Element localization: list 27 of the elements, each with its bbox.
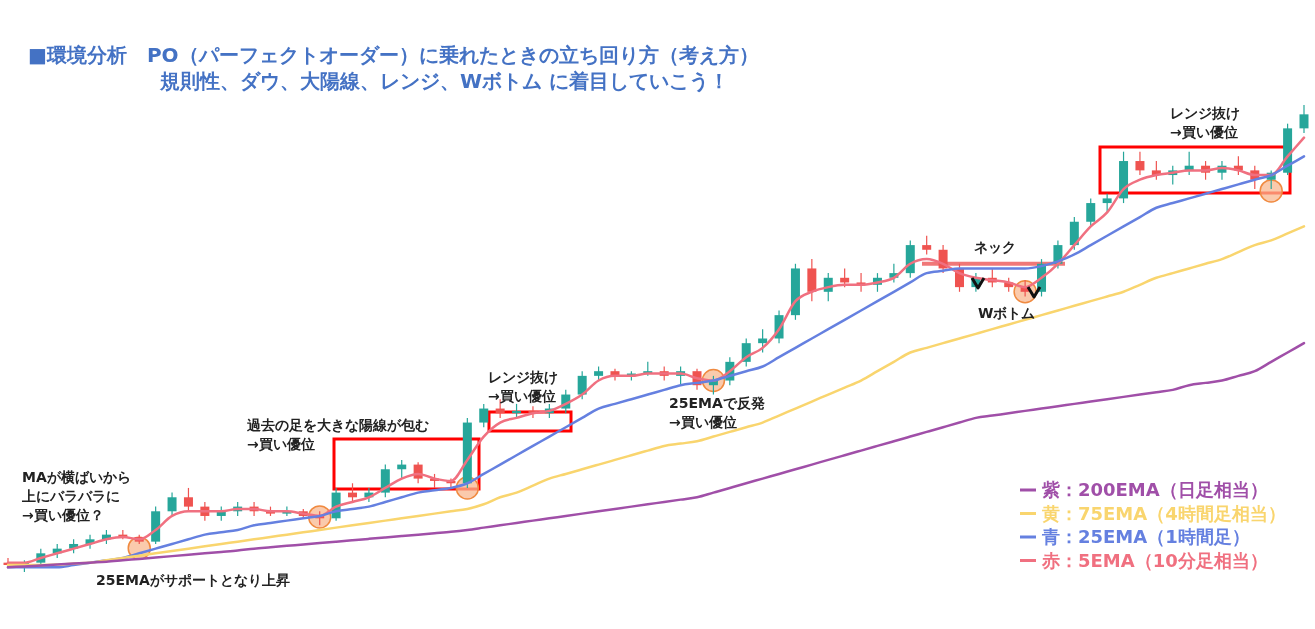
annotation: 25EMAがサポートとなり上昇 (96, 572, 290, 588)
candlestick (1102, 193, 1112, 214)
annotation: MAが横ばいから上にバラバラに→買い優位？ (21, 469, 131, 523)
ref-line-label: ネック (973, 238, 1016, 255)
chart-subtitle: 規則性、ダウ、大陽線、レンジ、Wボトム に着目していこう！ (159, 69, 730, 93)
annotation: 過去の足を大きな陽線が包む→買い優位 (246, 417, 429, 452)
candlestick (1069, 216, 1079, 251)
candlestick (380, 463, 390, 498)
legend-label: 赤：5EMA（10分足相当） (1041, 549, 1268, 571)
candlestick (1086, 197, 1096, 228)
legend-label: 黄：75EMA（4時間足相当） (1041, 502, 1286, 524)
annotation: レンジ抜け→買い優位 (488, 369, 558, 404)
legend-label: 青：25EMA（1時間足） (1041, 526, 1250, 547)
annotation: レンジ抜け→買い優位 (1170, 105, 1240, 140)
candlestick (807, 258, 817, 302)
candlestick (1135, 151, 1145, 176)
chart-title: ■環境分析 PO（パーフェクトオーダー）に乗れたときの立ち回り方（考え方） (28, 43, 759, 67)
annotation: Wボトム (978, 305, 1036, 321)
candlestick (922, 235, 932, 256)
candlestick (479, 403, 489, 428)
candlestick (577, 370, 587, 400)
point (1259, 179, 1283, 203)
candlestick (1299, 104, 1309, 134)
candlestick (167, 492, 177, 517)
legend-label: 紫：200EMA（日足相当） (1041, 479, 1268, 500)
candlestick (183, 487, 193, 512)
annotation: 25EMAで反発→買い優位 (669, 395, 765, 430)
